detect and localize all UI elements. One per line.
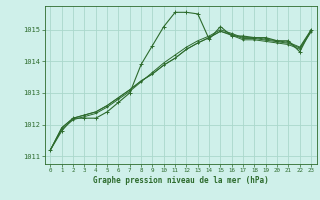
X-axis label: Graphe pression niveau de la mer (hPa): Graphe pression niveau de la mer (hPa) <box>93 176 269 185</box>
